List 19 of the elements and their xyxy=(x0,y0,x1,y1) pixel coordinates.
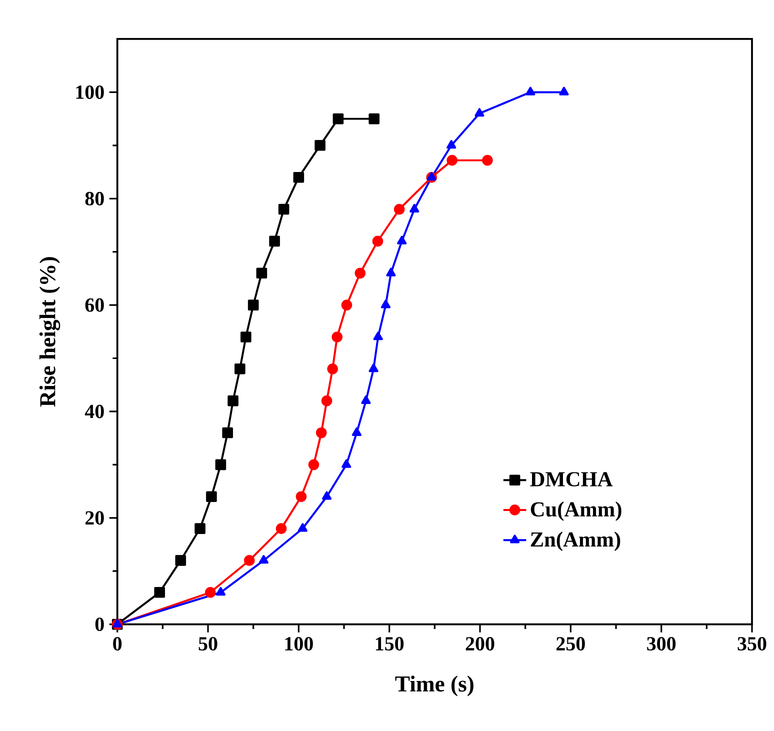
x-tick-label: 150 xyxy=(376,637,404,651)
y-tick-label: 60 xyxy=(85,298,104,312)
y-tick-label: 20 xyxy=(85,511,104,525)
x-tick-label: 200 xyxy=(466,637,494,651)
legend-label: Cu(Amm) xyxy=(530,502,622,521)
x-tick-label: 50 xyxy=(198,637,218,651)
y-tick-label: 100 xyxy=(76,85,104,99)
y-tick-label: 40 xyxy=(84,404,104,418)
x-tick-label: 250 xyxy=(556,637,585,651)
legend-label: Zn(Amm) xyxy=(530,532,620,552)
x-tick-label: 0 xyxy=(113,637,122,651)
y-axis-title: Rise height (%) xyxy=(39,257,60,407)
x-tick-label: 300 xyxy=(647,637,676,651)
y-tick-label: 80 xyxy=(85,192,104,206)
legend-label: DMCHA xyxy=(530,472,613,486)
x-tick-label: 350 xyxy=(738,637,766,651)
x-axis-title: Time (s) xyxy=(395,676,474,696)
x-tick-label: 100 xyxy=(285,637,313,651)
y-tick-label: 0 xyxy=(95,618,104,632)
